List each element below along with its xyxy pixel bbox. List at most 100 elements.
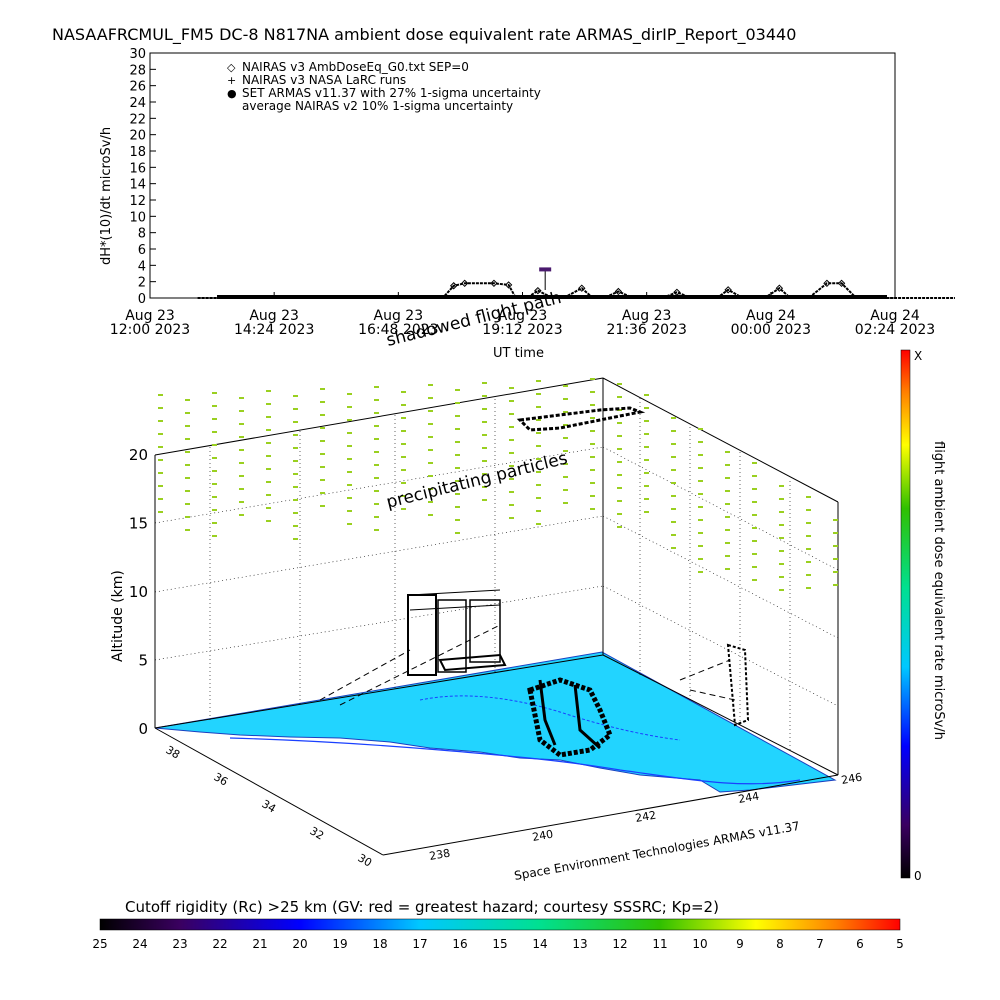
longitude-tick-label: 238 (428, 847, 451, 863)
latitude-tick-label: 34 (260, 797, 279, 815)
bottom-colorbar-tick-label: 17 (412, 937, 427, 951)
longitude-tick-label: 240 (531, 828, 554, 844)
legend-entry: SET ARMAS v11.37 with 27% 1-sigma uncert… (242, 86, 541, 100)
timeseries-y-tick-label: 26 (129, 80, 146, 95)
nairas-point (614, 287, 623, 296)
nairas-point (578, 284, 586, 292)
bottom-colorbar-tick-label: 23 (172, 937, 187, 951)
timeseries-x-tick-date: Aug 24 (746, 308, 796, 324)
bottom-colorbar-tick-label: 19 (332, 937, 347, 951)
bottom-colorbar-tick-label: 22 (212, 937, 227, 951)
latitude-ticks: 38 36 34 32 30 (164, 743, 375, 869)
nairas-point (823, 279, 831, 288)
timeseries-y-tick-label: 10 (129, 210, 146, 225)
nairas-point (724, 286, 732, 294)
bottom-colorbar-tick-label: 7 (816, 937, 824, 951)
timeseries-y-tick-label: 4 (138, 259, 146, 274)
bottom-colorbar-tick-label: 10 (692, 937, 707, 951)
timeseries-x-tick-time: 21:36 2023 (606, 322, 686, 338)
credit-text: Space Environment Technologies ARMAS v11… (513, 819, 801, 883)
legend-symbol: + (227, 74, 236, 87)
bottom-colorbar-tick-label: 11 (652, 937, 667, 951)
nairas-point (460, 279, 469, 288)
timeseries-x-tick-date: Aug 24 (870, 308, 920, 324)
nairas-point (837, 279, 846, 288)
bottom-colorbar-tick-label: 20 (292, 937, 307, 951)
timeseries-x-tick-time: 02:24 2023 (855, 322, 935, 338)
timeseries-x-tick-time: 00:00 2023 (731, 322, 811, 338)
longitude-tick-label: 246 (840, 771, 863, 787)
nairas-point (673, 288, 681, 296)
bottom-colorbar-gradient (99, 918, 901, 931)
timeseries-y-tick-label: 6 (138, 243, 146, 258)
timeseries-x-tick-date: Aug 23 (125, 308, 175, 324)
timeseries-y-tick-label: 28 (129, 63, 146, 78)
nairas-point (775, 284, 784, 292)
bottom-colorbar-tick-label: 14 (532, 937, 547, 951)
timeseries-x-tick-date: Aug 23 (249, 308, 299, 324)
armas-point (539, 267, 552, 272)
bottom-colorbar-tick-label: 12 (612, 937, 627, 951)
timeseries-x-tick-time: 12:00 2023 (110, 322, 190, 338)
latitude-tick-label: 32 (308, 824, 327, 842)
legend-symbol: ● (227, 87, 237, 100)
altitude-tick-label: 15 (129, 515, 148, 533)
timeseries-y-tick-label: 22 (129, 112, 146, 127)
3d-panel: precipitating particles 0 5 10 15 20 Altitud… (110, 377, 863, 883)
right-colorbar-gradient (900, 349, 911, 879)
timeseries-y-tick-label: 8 (138, 227, 146, 242)
altitude-tick-label: 0 (138, 720, 148, 738)
precipitating-particles (158, 378, 838, 591)
timeseries-y-tick-label: 2 (138, 276, 146, 291)
legend-symbol: ◇ (227, 61, 236, 74)
bottom-colorbar-tick-label: 21 (252, 937, 267, 951)
timeseries-y-tick-label: 18 (129, 145, 146, 160)
figure-title: NASAAFRCMUL_FM5 DC-8 N817NA ambient dose… (52, 25, 796, 45)
nairas-point (504, 281, 513, 289)
longitude-tick-label: 244 (737, 790, 760, 806)
latitude-tick-label: 30 (356, 851, 375, 869)
timeseries-x-tick-date: Aug 23 (498, 308, 548, 324)
ground-contour-2 (419, 695, 681, 741)
timeseries-y-tick-label: 0 (138, 292, 146, 307)
flight-track (319, 406, 750, 758)
bottom-colorbar-tick-label: 13 (572, 937, 587, 951)
nairas-point (449, 282, 458, 290)
altitude-tick-label: 10 (129, 583, 148, 601)
legend-entry: NAIRAS v3 AmbDoseEq_G0.txt SEP=0 (242, 60, 469, 74)
legend-entry: NAIRAS v3 NASA LaRC runs (242, 73, 406, 87)
bottom-colorbar-tick-label: 8 (776, 937, 784, 951)
altitude-ticks: 0 5 10 15 20 (129, 446, 148, 738)
nairas-point (534, 286, 542, 295)
legend-entry: average NAIRAS v2 10% 1-sigma uncertaint… (242, 99, 513, 113)
3d-box-edges (154, 377, 839, 856)
timeseries-y-tick-label: 24 (129, 96, 146, 111)
longitude-tick-label: 242 (634, 809, 657, 825)
bottom-colorbar-tick-label: 18 (372, 937, 387, 951)
latitude-tick-label: 38 (164, 743, 183, 761)
altitude-tick-label: 5 (138, 652, 148, 670)
right-colorbar-min-label: 0 (914, 869, 922, 883)
right-colorbar: X 0 flight ambient dose equivalent rate … (900, 349, 946, 883)
bottom-colorbar-tick-label: 6 (856, 937, 864, 951)
timeseries-y-tick-label: 30 (129, 47, 146, 62)
bottom-colorbar-tick-label: 9 (736, 937, 744, 951)
timeseries-y-tick-label: 16 (129, 161, 146, 176)
bottom-colorbar-label: Cutoff rigidity (Rc) >25 km (GV: red = g… (125, 898, 719, 916)
timeseries-x-tick-date: Aug 23 (374, 308, 424, 324)
timeseries-x-tick-time: 14:24 2023 (234, 322, 314, 338)
longitude-ticks: 238 240 242 244 246 (428, 771, 863, 863)
timeseries-x-axis-label: UT time (493, 346, 544, 361)
bottom-colorbar-tick-label: 5 (896, 937, 904, 951)
timeseries-series (197, 267, 955, 299)
timeseries-x-tick-time: 19:12 2023 (482, 322, 562, 338)
timeseries-y-tick-label: 20 (129, 129, 146, 144)
bottom-colorbar: Cutoff rigidity (Rc) >25 km (GV: red = g… (92, 898, 903, 951)
coastline-contour (229, 737, 801, 785)
bottom-colorbar-tick-label: 15 (492, 937, 507, 951)
bottom-colorbar-tick-label: 24 (132, 937, 147, 951)
